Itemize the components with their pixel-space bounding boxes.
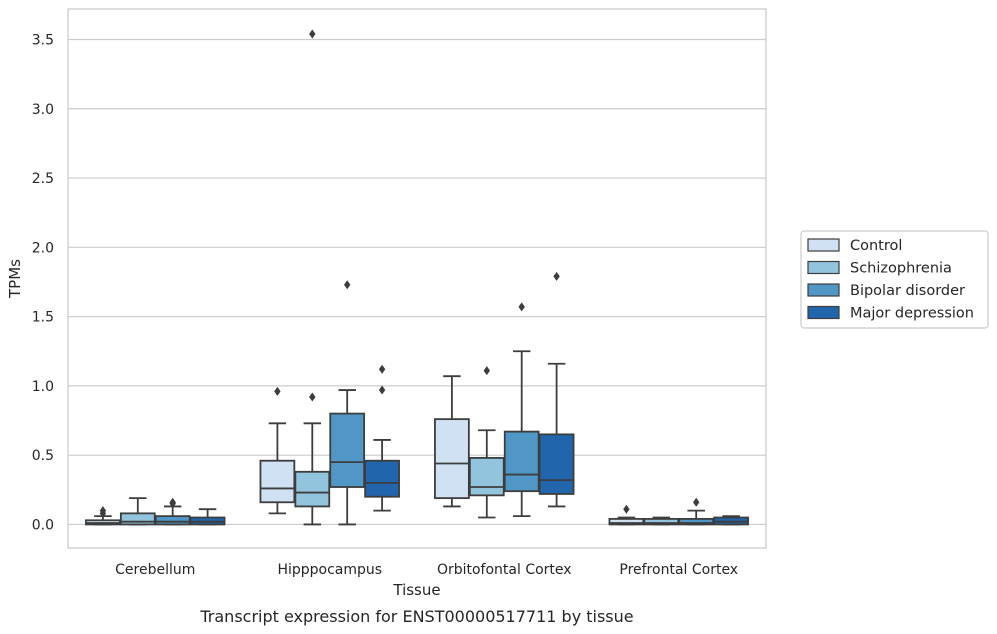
box-0-1 bbox=[259, 386, 296, 515]
box-1-3 bbox=[643, 516, 680, 526]
x-axis-ticks: Cerebellum Hipppocampus Orbitofontal Corte… bbox=[115, 562, 738, 578]
box-3-1 bbox=[364, 364, 400, 512]
plot-area bbox=[85, 29, 749, 526]
box-3-2 bbox=[538, 271, 575, 508]
outlier-point bbox=[553, 271, 560, 281]
box-iqr bbox=[434, 418, 470, 500]
outlier-point bbox=[344, 280, 351, 290]
plot-frame bbox=[67, 8, 767, 549]
legend-swatch bbox=[807, 238, 840, 252]
legend-swatch bbox=[807, 260, 840, 275]
box-1-0 bbox=[119, 497, 156, 526]
legend-label: Major depression bbox=[850, 306, 974, 322]
y-tick-label: 2.0 bbox=[32, 240, 54, 256]
box-2-1 bbox=[329, 280, 366, 526]
box-iqr bbox=[503, 430, 540, 493]
box-3-0 bbox=[189, 508, 226, 526]
y-tick-label: 0.5 bbox=[32, 448, 54, 464]
outlier-point bbox=[378, 385, 386, 395]
x-tick-label: Cerebellum bbox=[115, 562, 195, 578]
box-iqr bbox=[643, 518, 680, 526]
box-iqr bbox=[678, 518, 715, 526]
y-tick-label: 3.0 bbox=[32, 102, 54, 118]
legend: Control Schizophrenia Bipolar disorder Majo… bbox=[800, 230, 989, 329]
box-2-2 bbox=[503, 302, 540, 518]
box-iqr bbox=[294, 470, 331, 508]
y-tick-label: 0.0 bbox=[32, 517, 54, 533]
box-2-0 bbox=[154, 497, 191, 526]
y-axis-label: TPMs bbox=[6, 259, 24, 299]
box-1-1 bbox=[294, 29, 331, 526]
legend-swatch bbox=[807, 305, 840, 320]
box-iqr bbox=[119, 512, 156, 526]
gridlines bbox=[68, 38, 766, 526]
legend-label: Control bbox=[850, 238, 902, 254]
legend-swatch bbox=[807, 283, 840, 297]
chart-caption: Transcript expression for ENST0000051771… bbox=[199, 607, 633, 626]
x-tick-label: Prefrontal Cortex bbox=[619, 562, 738, 578]
legend-frame bbox=[800, 230, 989, 329]
outlier-point bbox=[378, 364, 386, 374]
box-2-3 bbox=[678, 497, 715, 526]
outlier-point bbox=[483, 366, 490, 376]
outlier-point bbox=[623, 504, 630, 514]
outlier-point bbox=[693, 497, 700, 507]
x-tick-label: Orbitofontal Cortex bbox=[437, 562, 572, 578]
y-tick-label: 1.5 bbox=[32, 310, 54, 326]
box-iqr bbox=[608, 518, 645, 526]
box-1-2 bbox=[468, 366, 505, 519]
legend-label: Bipolar disorder bbox=[850, 283, 965, 299]
outlier-point bbox=[99, 506, 107, 516]
x-tick-label: Hipppocampus bbox=[277, 562, 382, 578]
box-iqr bbox=[468, 457, 505, 497]
y-axis-ticks: 0.0 0.5 1.0 1.5 2.0 2.5 3.0 3.5 bbox=[32, 32, 54, 533]
outlier-point bbox=[274, 386, 281, 396]
y-tick-label: 1.0 bbox=[32, 379, 54, 395]
legend-label: Schizophrenia bbox=[850, 261, 952, 277]
y-tick-label: 3.5 bbox=[32, 32, 54, 48]
box-iqr bbox=[329, 412, 366, 488]
outlier-point bbox=[309, 392, 316, 402]
box-0-3 bbox=[608, 504, 645, 526]
outlier-point bbox=[309, 29, 316, 39]
y-tick-label: 2.5 bbox=[32, 171, 54, 187]
outlier-point bbox=[169, 497, 176, 507]
outlier-point bbox=[518, 302, 525, 312]
box-0-2 bbox=[434, 375, 470, 508]
box-iqr bbox=[259, 459, 296, 504]
box-3-3 bbox=[713, 515, 749, 526]
box-0-0 bbox=[85, 506, 121, 526]
box-iqr bbox=[154, 515, 191, 526]
x-axis-label: Tissue bbox=[392, 581, 440, 599]
box-iqr bbox=[364, 459, 400, 498]
box-iqr bbox=[538, 433, 575, 495]
